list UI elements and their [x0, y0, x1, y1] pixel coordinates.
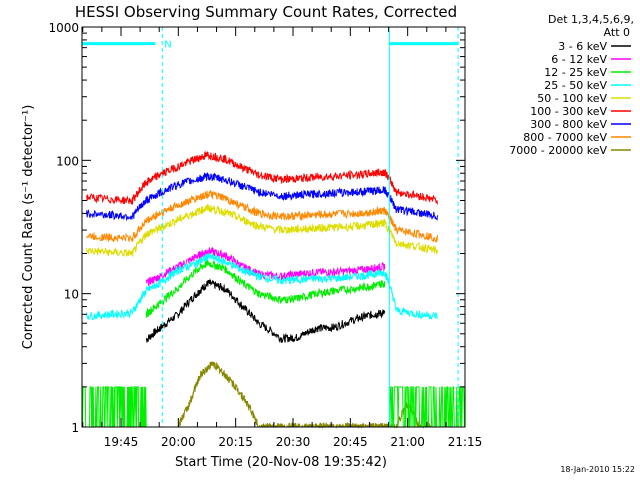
x-tick-label-1: 20:00 [161, 435, 196, 449]
series-line-0 [145, 278, 386, 344]
x-tick-label-0: 19:45 [104, 435, 139, 449]
legend-label-6: 300 - 800 keV [530, 118, 607, 131]
series-line-2 [145, 259, 386, 318]
series-line-6 [86, 172, 438, 222]
x-tick-label-6: 21:15 [448, 435, 483, 449]
y-tick-label-1: 10 [64, 288, 79, 302]
y-tick-label-3: 1000 [48, 21, 79, 35]
y-axis: 1 10 100 1000 [48, 21, 465, 435]
x-tick-label-4: 20:45 [333, 435, 368, 449]
x-tick-label-5: 21:00 [390, 435, 425, 449]
legend-label-8: 7000 - 20000 keV [509, 144, 607, 157]
legend-label-2: 12 - 25 keV [544, 66, 607, 79]
legend-label-4: 50 - 100 keV [537, 92, 607, 105]
legend-label-3: 25 - 50 keV [544, 79, 607, 92]
annotation-0: N [164, 40, 171, 51]
series-line-4 [86, 204, 438, 257]
x-tick-label-3: 20:30 [276, 435, 311, 449]
overlay-layer: N [82, 27, 459, 427]
x-axis-label: Start Time (20-Nov-08 19:35:42) [175, 455, 387, 470]
series-line-3 [86, 252, 438, 321]
y-axis-label: Corrected Count Rate (s⁻¹ detector⁻¹) [21, 105, 36, 350]
chart-title: HESSI Observing Summary Count Rates, Cor… [75, 3, 457, 21]
series-line-7 [86, 190, 438, 243]
legend-label-5: 100 - 300 keV [530, 105, 607, 118]
legend-label-7: 800 - 7000 keV [523, 131, 607, 144]
series-layer [82, 150, 466, 429]
legend-label-1: 6 - 12 keV [551, 53, 607, 66]
timestamp: 18-Jan-2010 15:22 [560, 465, 635, 474]
noise-trace-0-0 [82, 386, 147, 428]
series-line-5 [86, 150, 438, 205]
plot-frame [81, 26, 466, 428]
x-tick-label-2: 20:15 [218, 435, 253, 449]
y-tick-label-2: 100 [56, 154, 79, 168]
legend-header-line-1: Det 1,3,4,5,6,9, [548, 13, 634, 26]
y-tick-label-0: 1 [71, 421, 79, 435]
x-axis: 19:45 20:00 20:15 20:30 20:45 21:00 21:15 [82, 27, 483, 449]
legend-header-line-2: Att 0 [604, 26, 630, 39]
legend-label-0: 3 - 6 keV [558, 40, 607, 53]
